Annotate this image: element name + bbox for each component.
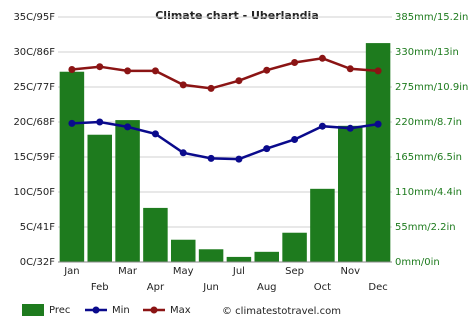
point bbox=[346, 124, 354, 132]
x-tick-label: Feb bbox=[91, 282, 109, 293]
bar bbox=[310, 188, 335, 262]
bar bbox=[87, 134, 112, 262]
point bbox=[179, 81, 187, 89]
bar bbox=[143, 207, 168, 262]
x-tick-label: Jan bbox=[63, 266, 79, 277]
point bbox=[318, 54, 326, 62]
point bbox=[179, 149, 187, 157]
y-tick-label: 10C/50F bbox=[13, 187, 55, 198]
x-tick-label: Apr bbox=[147, 282, 165, 293]
point bbox=[207, 84, 215, 92]
legend-swatch bbox=[150, 306, 158, 314]
y-tick-label: 30C/86F bbox=[13, 47, 55, 58]
bar bbox=[338, 125, 363, 263]
point bbox=[124, 67, 132, 75]
point bbox=[207, 154, 215, 162]
line bbox=[71, 57, 379, 90]
bar bbox=[115, 120, 140, 262]
x-tick-label: Oct bbox=[314, 282, 331, 293]
line bbox=[71, 120, 379, 161]
bar bbox=[59, 71, 85, 263]
bar bbox=[365, 43, 391, 262]
point bbox=[235, 155, 243, 163]
x-tick-label: Sep bbox=[285, 266, 304, 277]
legend-label: Min bbox=[112, 305, 130, 316]
y-tick-label: 20C/68F bbox=[13, 117, 55, 128]
x-tick-label: Jul bbox=[232, 266, 245, 277]
point bbox=[346, 65, 354, 73]
bar bbox=[226, 256, 252, 262]
y2-tick-label: 385mm/15.2in bbox=[395, 12, 468, 23]
bar bbox=[198, 249, 224, 262]
y2-tick-label: 0mm/0in bbox=[395, 257, 440, 268]
x-tick-label: Jun bbox=[202, 282, 219, 293]
point bbox=[96, 63, 104, 71]
y-tick-label: 15C/59F bbox=[13, 152, 55, 163]
point bbox=[263, 145, 271, 153]
bar bbox=[282, 232, 307, 262]
point bbox=[318, 122, 326, 130]
bar bbox=[254, 251, 279, 262]
point bbox=[263, 66, 271, 74]
point bbox=[235, 77, 243, 85]
legend-swatch bbox=[92, 306, 100, 314]
y-tick-label: 5C/41F bbox=[20, 222, 55, 233]
x-tick-label: Mar bbox=[118, 266, 138, 277]
y-tick-label: 35C/95F bbox=[13, 12, 55, 23]
x-tick-label: Nov bbox=[340, 266, 360, 277]
y-tick-label: 25C/77F bbox=[13, 82, 55, 93]
legend-swatch bbox=[22, 304, 44, 316]
credit: © climatestotravel.com bbox=[222, 306, 341, 317]
point bbox=[124, 123, 132, 131]
point bbox=[68, 66, 76, 73]
point bbox=[151, 67, 159, 75]
chart-title: Climate chart - Uberlandia bbox=[155, 9, 319, 22]
y-tick-label: 0C/32F bbox=[20, 257, 55, 268]
y2-tick-label: 330mm/13in bbox=[395, 47, 459, 58]
bar bbox=[171, 239, 196, 262]
point bbox=[68, 119, 76, 127]
y2-tick-label: 55mm/2.2in bbox=[395, 222, 456, 233]
legend-label: Prec bbox=[49, 305, 70, 316]
x-tick-label: Dec bbox=[368, 282, 387, 293]
point bbox=[151, 130, 159, 138]
point bbox=[374, 120, 382, 128]
point bbox=[374, 67, 382, 75]
legend-label: Max bbox=[170, 305, 191, 316]
y2-tick-label: 110mm/4.4in bbox=[395, 187, 462, 198]
point bbox=[96, 118, 104, 126]
point bbox=[291, 136, 299, 143]
y2-tick-label: 275mm/10.9in bbox=[395, 82, 468, 93]
point bbox=[291, 59, 299, 66]
x-tick-label: May bbox=[173, 266, 194, 277]
x-tick-label: Aug bbox=[257, 282, 277, 293]
y2-tick-label: 165mm/6.5in bbox=[395, 152, 462, 163]
y2-tick-label: 220mm/8.7in bbox=[395, 117, 462, 128]
